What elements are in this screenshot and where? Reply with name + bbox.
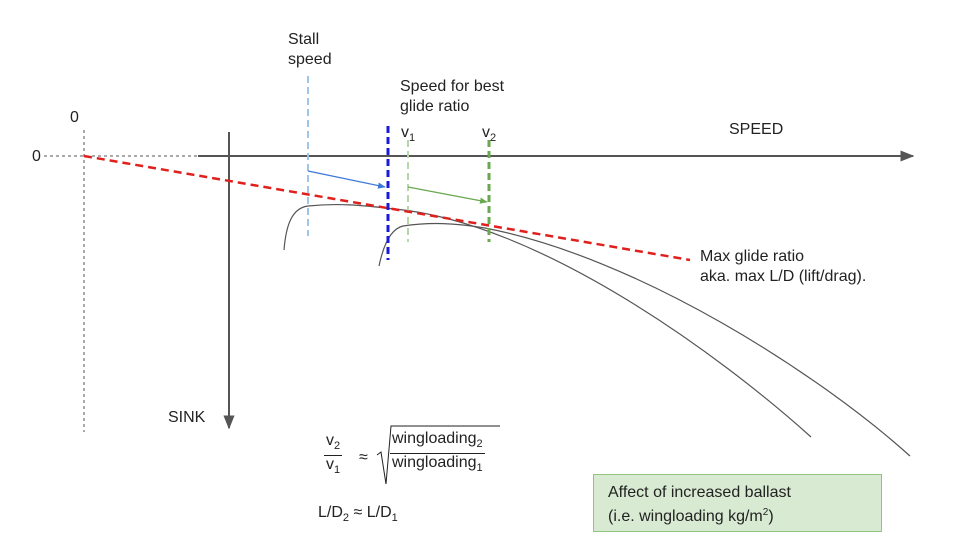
v2-label: v2 — [482, 124, 497, 144]
polar-curve-ballasted — [378, 222, 911, 457]
square-root-sign — [376, 425, 500, 485]
sink-axis-label: SINK — [168, 409, 206, 426]
speed-ratio-fraction: v2 v1 — [324, 432, 343, 479]
best-glide-label: Speed for best glide ratio — [400, 78, 505, 115]
ballast-shift-arrow-green — [407, 186, 488, 204]
approx-symbol: ≈ — [359, 449, 368, 466]
v1-label: v1 — [401, 124, 416, 144]
ld-equation: L/D2 ≈ L/D1 — [318, 504, 398, 524]
origin-x-label: 0 — [70, 109, 79, 126]
ballast-note-box: Affect of increased ballast (i.e. winglo… — [593, 474, 882, 532]
stall-speed-label: Stall speed — [288, 31, 332, 68]
max-glide-tangent-line — [83, 154, 691, 262]
ballast-note-line2: (i.e. wingloading kg/m2) — [608, 507, 774, 525]
speed-axis-label: SPEED — [729, 121, 784, 138]
ballast-note-line1: Affect of increased ballast — [608, 484, 791, 501]
polar-curve-light — [283, 203, 812, 438]
origin-y-label: 0 — [32, 148, 41, 165]
ballast-shift-arrow-blue — [307, 170, 386, 189]
wingloading-ratio-fraction: wingloading2 wingloading1 — [390, 430, 485, 477]
max-glide-ratio-label: Max glide ratio aka. max L/D (lift/drag)… — [700, 248, 867, 285]
